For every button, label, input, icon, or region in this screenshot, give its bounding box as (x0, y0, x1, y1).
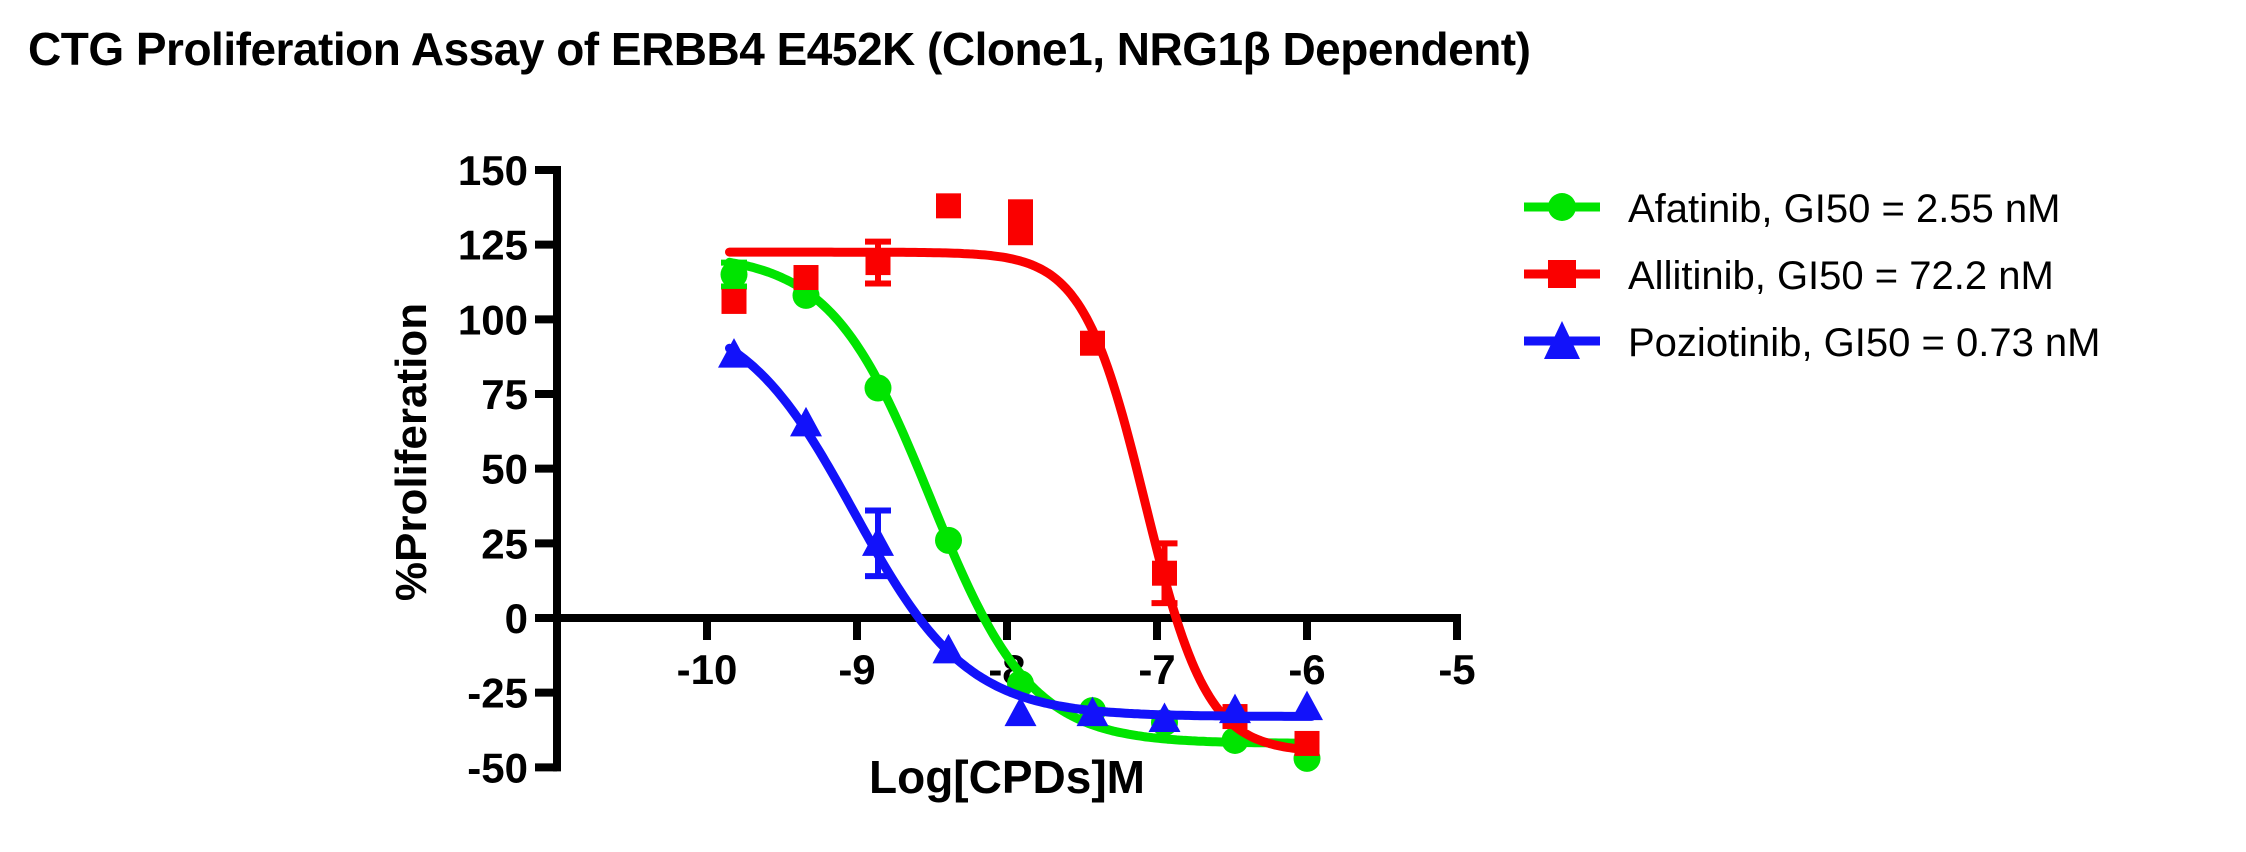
data-point-allitinib (721, 288, 747, 314)
legend-item-afatinib: Afatinib, GI50 = 2.55 nM (1522, 186, 2101, 232)
x-tick-label: -5 (1438, 646, 1475, 693)
data-point-allitinib (793, 265, 819, 291)
x-axis-title: Log[CPDs]M (869, 751, 1145, 803)
y-tick-label: 125 (458, 222, 528, 269)
y-tick-label: 100 (458, 296, 528, 343)
x-tick-label: -7 (1138, 646, 1175, 693)
y-tick-label: 150 (458, 147, 528, 194)
x-tick-label: -10 (677, 646, 738, 693)
data-point-afatinib (864, 374, 892, 402)
afatinib-circle-marker-icon (1522, 184, 1602, 235)
data-point-poziotinib (932, 633, 965, 664)
fit-curve-poziotinib (725, 343, 1316, 721)
data-point-poziotinib (1076, 696, 1109, 727)
poziotinib-triangle-marker-icon (1522, 318, 1602, 369)
data-point-allitinib (1152, 560, 1177, 586)
legend-label-allitinib: Allitinib, GI50 = 72.2 nM (1628, 253, 2054, 298)
y-tick-label: -50 (467, 744, 528, 791)
y-tick-label: -25 (467, 670, 528, 717)
x-tick-label: -6 (1288, 646, 1325, 693)
data-point-allitinib (1008, 199, 1033, 225)
y-tick-label: 25 (481, 520, 528, 567)
data-point-allitinib (1080, 330, 1105, 356)
y-tick-label: 75 (481, 371, 528, 418)
data-point-poziotinib (1291, 690, 1323, 721)
legend-item-poziotinib: Poziotinib, GI50 = 0.73 nM (1522, 320, 2101, 366)
y-axis-title: %Proliferation (387, 302, 436, 602)
legend-label-afatinib: Afatinib, GI50 = 2.55 nM (1628, 186, 2061, 231)
data-point-afatinib (935, 526, 962, 554)
fit-curve-allitinib (725, 247, 1319, 755)
x-tick-label: -9 (838, 646, 875, 693)
data-point-poziotinib (1148, 702, 1181, 733)
y-tick-label: 50 (481, 446, 528, 493)
allitinib-square-marker-icon (1522, 251, 1602, 302)
data-point-allitinib (1008, 220, 1033, 246)
data-point-poziotinib (1219, 693, 1251, 724)
data-point-poziotinib (790, 406, 822, 437)
data-point-poziotinib (862, 526, 894, 556)
chart-title: CTG Proliferation Assay of ERBB4 E452K (… (28, 23, 1531, 75)
y-tick-label: 0 (505, 595, 528, 642)
data-point-poziotinib (1004, 696, 1037, 727)
data-point-allitinib (1294, 730, 1320, 756)
data-point-allitinib (865, 250, 891, 276)
data-point-allitinib (936, 193, 961, 219)
legend: Afatinib, GI50 = 2.55 nM Allitinib, GI50… (1522, 186, 2101, 366)
data-point-poziotinib (718, 338, 750, 368)
legend-item-allitinib: Allitinib, GI50 = 72.2 nM (1522, 253, 2101, 299)
data-point-afatinib (720, 261, 748, 289)
legend-label-poziotinib: Poziotinib, GI50 = 0.73 nM (1628, 320, 2101, 365)
